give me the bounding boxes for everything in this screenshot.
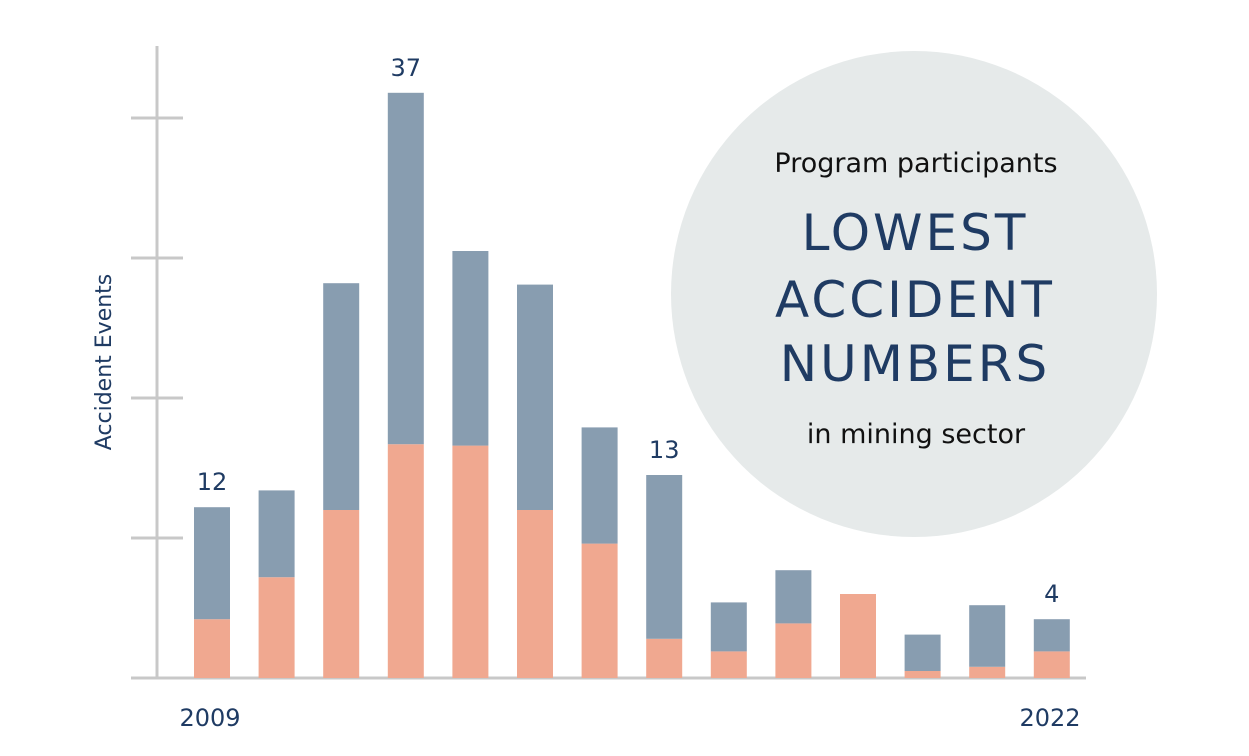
y-ticks (131, 116, 183, 540)
bar-lower-2015 (581, 543, 618, 678)
x-label-last: 2022 (1019, 704, 1080, 732)
bar-lower-2012 (387, 444, 424, 678)
bar-upper-2016 (646, 475, 683, 639)
bar-lower-2010 (258, 577, 295, 678)
bar-upper-2020 (904, 634, 941, 671)
bar-upper-2013 (452, 251, 489, 446)
bar-upper-2017 (710, 602, 747, 652)
bar-lower-2016 (646, 638, 683, 678)
y-axis-label: Accident Events (92, 274, 117, 451)
data-label-2012: 37 (391, 54, 422, 82)
data-label-2016: 13 (649, 436, 680, 464)
bar-lower-2020 (904, 671, 941, 678)
bar-upper-2011 (323, 283, 360, 510)
bar-lower-2017 (710, 651, 747, 678)
bar-lower-2014 (517, 510, 553, 678)
callout-circle (671, 51, 1157, 537)
callout-headline-3: NUMBERS (780, 335, 1051, 393)
x-label-first: 2009 (179, 704, 240, 732)
callout-line3: in mining sector (807, 419, 1026, 450)
bar-upper-2009 (194, 507, 230, 620)
bar-upper-2014 (517, 284, 553, 510)
bar-lower-2013 (452, 445, 489, 678)
bars (194, 92, 1070, 678)
bar-upper-2010 (258, 490, 295, 578)
bar-upper-2012 (387, 92, 424, 445)
bar-upper-2021 (969, 605, 1006, 667)
bar-upper-2022 (1033, 619, 1070, 652)
bar-lower-2021 (969, 666, 1006, 678)
bar-upper-2015 (581, 427, 618, 544)
bar-lower-2022 (1033, 651, 1070, 678)
bar-lower-2018 (775, 623, 812, 678)
callout-headline-2: ACCIDENT (775, 271, 1055, 329)
data-label-2009: 12 (197, 468, 228, 496)
data-label-2022: 4 (1044, 580, 1059, 608)
value-labels: 12 37 13 4 (197, 54, 1060, 608)
bar-lower-2019 (840, 594, 876, 678)
bar-upper-2018 (775, 570, 812, 624)
bar-lower-2009 (194, 619, 230, 678)
bar-lower-2011 (323, 510, 360, 678)
callout-headline-1: LOWEST (802, 204, 1029, 262)
callout-line1: Program participants (774, 148, 1057, 179)
